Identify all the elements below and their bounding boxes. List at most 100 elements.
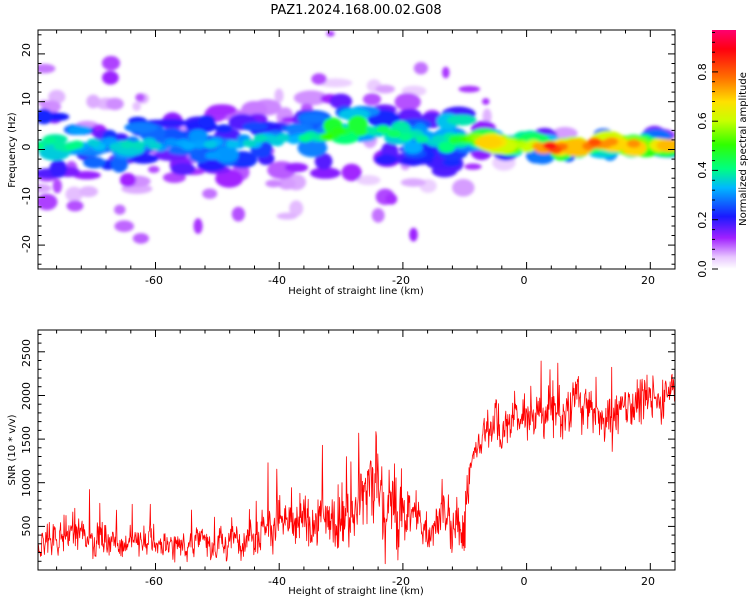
- x-tick-label: -40: [268, 575, 286, 588]
- spectral-blob: [202, 188, 218, 199]
- spectral-blob: [110, 154, 129, 173]
- spectral-blob: [311, 73, 327, 85]
- snr-x-axis-label: Height of straight line (km): [288, 586, 424, 597]
- spectral-blob: [148, 141, 162, 151]
- spectrogram-ticks: [38, 30, 676, 269]
- snr-ticks: [38, 330, 676, 571]
- spectral-blob: [102, 70, 119, 85]
- spectrogram-x-axis-label: Height of straight line (km): [288, 286, 424, 297]
- spectrogram-y-axis-label: Frequency (Hz): [7, 112, 18, 188]
- spectral-blob: [442, 158, 462, 167]
- spectral-blob: [356, 175, 381, 186]
- spectral-blob: [65, 186, 83, 202]
- spectral-blob: [164, 138, 179, 147]
- spectrogram-x-tick-labels: -60 -40 -20 0 20: [145, 274, 655, 287]
- spectral-blob: [318, 78, 353, 88]
- snr-y-axis-label: SNR (10 * v/v): [7, 414, 18, 485]
- spectral-blob: [482, 98, 490, 105]
- spectral-blob: [215, 124, 233, 134]
- spectral-blob: [38, 193, 58, 211]
- spectral-blob: [49, 159, 68, 178]
- spectral-blob: [347, 115, 368, 134]
- spectral-blob: [72, 171, 101, 180]
- spectral-blob: [398, 132, 413, 142]
- spectral-blob: [409, 227, 418, 242]
- spectral-blob: [215, 169, 244, 188]
- spectral-blob: [131, 140, 145, 150]
- spectral-blob: [42, 136, 56, 145]
- colorbar-tick-label: 0.8: [696, 63, 709, 81]
- spectral-blob: [53, 141, 68, 151]
- spectral-blob: [293, 90, 328, 106]
- y-tick-label: 2000: [20, 382, 33, 410]
- y-tick-label: -20: [20, 235, 33, 253]
- spectral-blob: [482, 108, 492, 125]
- spectral-blob: [205, 151, 221, 160]
- spectral-blob: [132, 101, 141, 112]
- spectral-blob: [448, 135, 463, 144]
- x-tick-label: -60: [145, 575, 163, 588]
- spectral-blob: [135, 93, 145, 102]
- spectral-blob: [400, 178, 426, 187]
- colorbar-tick-label: 0.6: [696, 112, 709, 130]
- x-tick-label: 0: [521, 274, 528, 287]
- x-tick-label: 20: [641, 274, 655, 287]
- spectral-blob: [226, 139, 240, 149]
- snr-series-line: [38, 360, 675, 565]
- spectrogram-panel: -60 -40 -20 0 20 -20 -10 0 10 20 Height …: [7, 29, 676, 297]
- spectral-blob: [371, 208, 385, 223]
- x-tick-label: -20: [392, 274, 410, 287]
- snr-panel: -60 -40 -20 0 20 500 1000 1500 2000 2500…: [7, 329, 676, 597]
- spectral-blob: [284, 162, 309, 173]
- spectral-blob: [287, 135, 301, 145]
- spectral-blob: [83, 156, 106, 169]
- spectral-blob: [114, 204, 126, 215]
- spectral-blob: [170, 162, 196, 176]
- spectral-blob: [626, 139, 641, 148]
- spectral-blob: [120, 140, 134, 149]
- x-tick-label: 20: [641, 575, 655, 588]
- colorbar-tick-labels: 0.0 0.2 0.4 0.6 0.8: [696, 63, 709, 278]
- spectral-blob: [86, 94, 101, 109]
- spectral-blob: [192, 140, 207, 149]
- spectral-blob: [265, 179, 282, 188]
- y-tick-label: 0: [20, 144, 33, 151]
- spectral-blob: [394, 93, 421, 111]
- spectral-blob: [86, 138, 101, 147]
- spectral-blob: [326, 30, 335, 37]
- colorbar-tick-label: 0.4: [696, 161, 709, 179]
- spectral-blob: [38, 63, 56, 74]
- colorbar-ticks: [712, 32, 718, 270]
- colorbar: 0.0 0.2 0.4 0.6 0.8 Normalized spectral …: [696, 30, 749, 278]
- spectral-blob: [474, 136, 502, 149]
- y-tick-label: 20: [20, 43, 33, 57]
- spectral-blob: [341, 163, 362, 182]
- spectral-blob: [458, 85, 481, 93]
- spectral-blob: [320, 132, 335, 141]
- spectral-blob: [253, 133, 268, 143]
- spectral-blob: [231, 206, 245, 222]
- spectral-blob: [129, 153, 159, 164]
- spectral-blob: [385, 193, 398, 205]
- spectral-blob: [331, 126, 346, 136]
- spectral-blob: [442, 66, 450, 79]
- spectral-blob: [452, 178, 475, 197]
- spectrogram-image: [38, 30, 675, 244]
- spectral-blob: [375, 84, 395, 94]
- spectral-blob: [242, 122, 268, 132]
- y-tick-label: -10: [20, 187, 33, 205]
- spectral-blob: [298, 113, 327, 124]
- spectral-blob: [38, 108, 54, 125]
- spectral-blob: [114, 220, 134, 232]
- spectral-blob: [289, 200, 304, 217]
- spectral-blob: [38, 183, 52, 193]
- spectral-blob: [604, 137, 619, 146]
- spectral-blob: [124, 122, 158, 133]
- spectral-blob: [413, 61, 428, 75]
- spectral-blob: [402, 141, 423, 154]
- spectrogram-y-tick-labels: -20 -10 0 10 20: [20, 43, 33, 253]
- spectral-blob: [198, 114, 216, 129]
- spectral-blob: [446, 114, 477, 126]
- spectral-blob: [181, 141, 196, 151]
- spectral-blob: [376, 124, 390, 134]
